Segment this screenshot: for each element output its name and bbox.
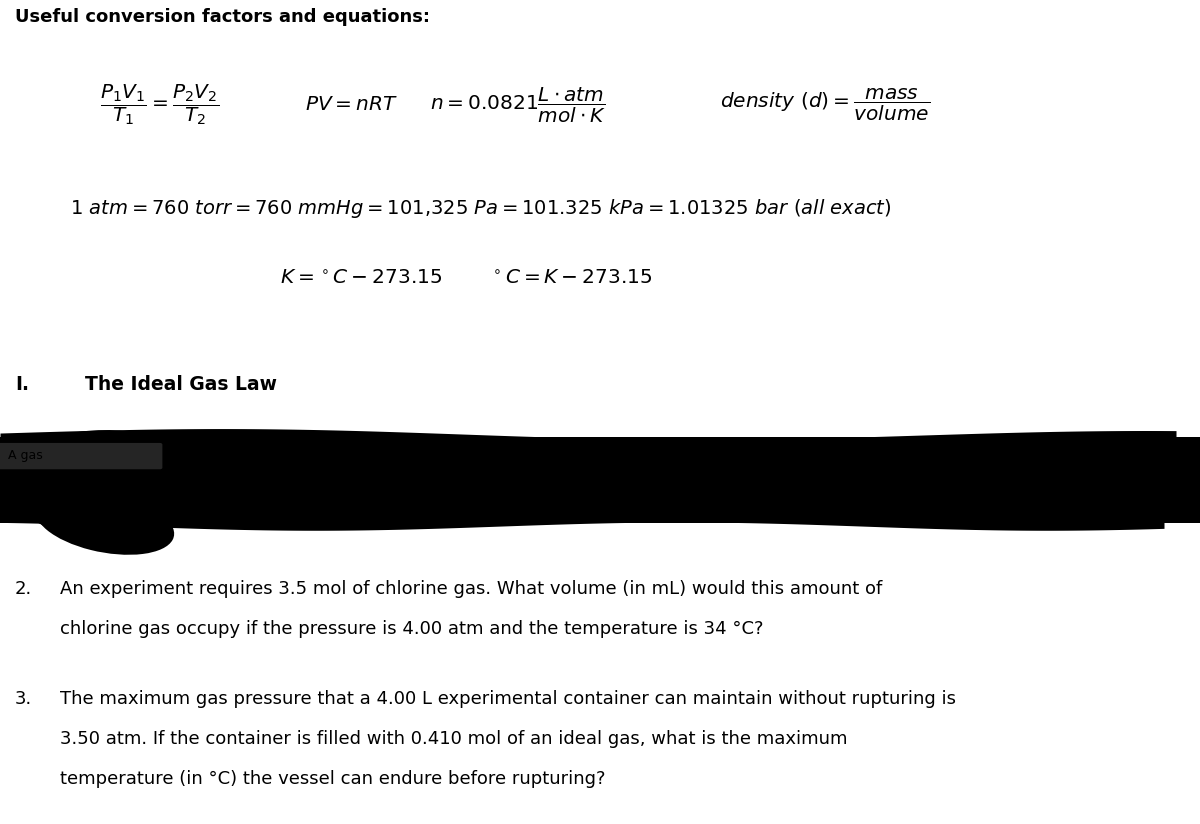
Text: L, wh: L, wh bbox=[8, 499, 41, 511]
Text: the gas temperature is 21  °C!: the gas temperature is 21 °C! bbox=[800, 497, 991, 509]
Text: 3.50 atm. If the container is filled with 0.410 mol of an ideal gas, what is the: 3.50 atm. If the container is filled wit… bbox=[60, 730, 847, 748]
Text: $n = 0.0821\dfrac{L \cdot atm}{mol \cdot K}$: $n = 0.0821\dfrac{L \cdot atm}{mol \cdot… bbox=[430, 86, 606, 124]
Text: $\dfrac{P_1V_1}{T_1} = \dfrac{P_2V_2}{T_2}$: $\dfrac{P_1V_1}{T_1} = \dfrac{P_2V_2}{T_… bbox=[100, 82, 220, 128]
Text: I.: I. bbox=[14, 376, 29, 395]
Text: 1 mmHg: 1 mmHg bbox=[950, 452, 995, 462]
Text: $PV = nRT$: $PV = nRT$ bbox=[305, 96, 398, 115]
Text: $density\ (d) = \dfrac{mass}{volume}$: $density\ (d) = \dfrac{mass}{volume}$ bbox=[720, 87, 930, 123]
Ellipse shape bbox=[1032, 453, 1128, 499]
Ellipse shape bbox=[36, 491, 174, 555]
Text: 3.: 3. bbox=[14, 690, 32, 708]
Ellipse shape bbox=[20, 439, 210, 537]
Bar bbox=[0, 438, 1200, 522]
Text: $1\ atm = 760\ torr = 760\ mmHg = 101{,}325\ Pa = 101.325\ kPa = 1.01325\ bar\ (: $1\ atm = 760\ torr = 760\ mmHg = 101{,}… bbox=[70, 196, 892, 219]
Text: mmHg: mmHg bbox=[230, 454, 265, 465]
Text: The Ideal Gas Law: The Ideal Gas Law bbox=[85, 376, 277, 395]
Text: 2.: 2. bbox=[14, 580, 32, 598]
Text: A gas: A gas bbox=[8, 449, 43, 461]
Text: The maximum gas pressure that a 4.00 L experimental container can maintain witho: The maximum gas pressure that a 4.00 L e… bbox=[60, 690, 956, 708]
Text: chlorine gas occupy if the pressure is 4.00 atm and the temperature is 34 °C?: chlorine gas occupy if the pressure is 4… bbox=[60, 620, 763, 638]
Text: $K = {^\circ}C - 273.15$: $K = {^\circ}C - 273.15$ bbox=[280, 269, 443, 288]
Text: An experiment requires 3.5 mol of chlorine gas. What volume (in mL) would this a: An experiment requires 3.5 mol of chlori… bbox=[60, 580, 882, 598]
Text: ic the n: ic the n bbox=[50, 502, 97, 514]
Text: $^\circ C = K - 273.15$: $^\circ C = K - 273.15$ bbox=[490, 269, 653, 288]
FancyBboxPatch shape bbox=[0, 443, 162, 470]
Text: temperature (in °C) the vessel can endure before rupturing?: temperature (in °C) the vessel can endur… bbox=[60, 770, 606, 788]
Ellipse shape bbox=[25, 430, 144, 464]
Text: Useful conversion factors and equations:: Useful conversion factors and equations: bbox=[14, 8, 430, 26]
